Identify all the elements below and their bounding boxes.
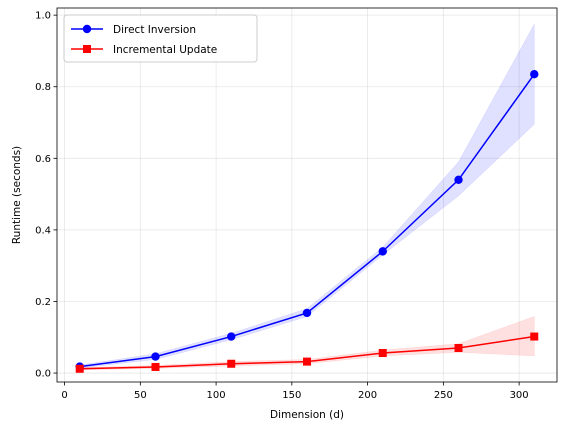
legend-marker-incremental-update (83, 45, 91, 53)
point-incremental-update (75, 364, 84, 373)
y-tick-label: 1.0 (35, 11, 51, 22)
series-markers (75, 70, 539, 373)
band-incremental-update (79, 316, 535, 371)
legend-label-direct-inversion: Direct Inversion (113, 24, 196, 36)
plot-frame (56, 7, 558, 383)
x-tick-label: 150 (282, 390, 301, 401)
legend-label-incremental-update: Incremental Update (113, 44, 217, 56)
point-incremental-update (151, 362, 160, 371)
x-axis-label: Dimension (d) (270, 409, 344, 421)
y-tick-label: 0.2 (35, 297, 51, 308)
point-incremental-update (227, 359, 236, 368)
x-tick-label: 0 (61, 390, 67, 401)
legend: Direct Inversion Incremental Update (63, 14, 258, 63)
point-direct-inversion (530, 70, 539, 79)
x-axis-ticks: 0 50 100 150 200 250 300 (61, 382, 529, 401)
point-direct-inversion (378, 247, 387, 256)
y-tick-label: 0.0 (35, 369, 51, 380)
plot-background (57, 8, 557, 382)
point-direct-inversion (454, 175, 463, 184)
confidence-bands (79, 23, 535, 371)
y-axis-ticks: 0.0 0.2 0.4 0.6 0.8 1.0 (35, 11, 57, 380)
y-axis-label: Runtime (seconds) (11, 146, 23, 244)
y-tick-label: 0.6 (35, 154, 51, 165)
x-tick-label: 200 (358, 390, 377, 401)
x-tick-label: 100 (207, 390, 226, 401)
point-incremental-update (303, 357, 311, 366)
y-tick-label: 0.8 (35, 82, 51, 93)
band-direct-inversion (79, 23, 535, 369)
point-direct-inversion (151, 352, 160, 361)
x-tick-label: 50 (134, 390, 147, 401)
point-incremental-update (454, 344, 463, 352)
point-incremental-update (378, 349, 387, 358)
point-incremental-update (530, 332, 539, 341)
y-tick-label: 0.4 (35, 225, 51, 236)
legend-box (63, 14, 258, 63)
point-direct-inversion (302, 308, 312, 318)
point-direct-inversion (227, 332, 236, 341)
legend-marker-direct-inversion (82, 24, 92, 34)
x-tick-label: 250 (434, 390, 453, 401)
x-tick-label: 300 (510, 390, 529, 401)
